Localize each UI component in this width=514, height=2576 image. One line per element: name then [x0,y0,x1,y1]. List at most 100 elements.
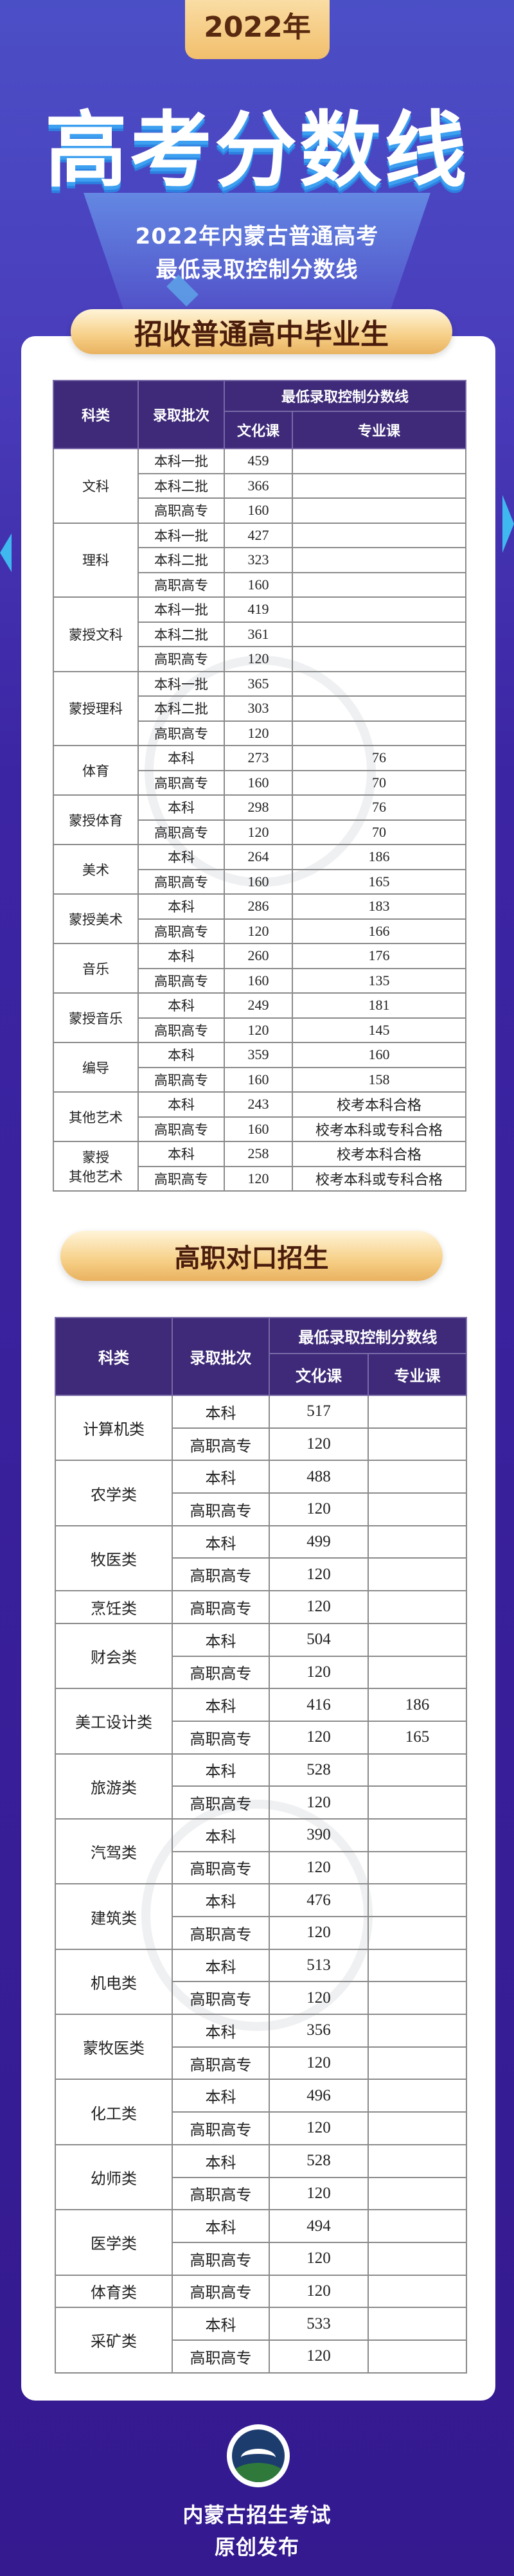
header-major: 专业课 [291,411,467,449]
culture-score-cell: 120 [269,1492,369,1526]
batch-cell: 高职高专 [137,571,225,598]
major-score-cell [368,2307,467,2341]
table-row: 旅游类 本科 528 [55,1753,467,1820]
batch-cell: 本科 [172,1753,270,1787]
major-score-cell: 校考本科合格 [291,1091,467,1118]
table-row: 高职高专 120 [55,2111,467,2145]
header-batch: 录取批次 [172,1317,270,1396]
culture-score-cell: 286 [224,893,293,920]
batch-cell: 高职高专 [172,2046,270,2080]
category-cell: 汽驾类 [55,1818,173,1885]
category-cell: 蒙授 其他艺术 [53,1141,139,1192]
culture-score-cell: 120 [269,2274,369,2309]
category-cell: 蒙牧医类 [55,2014,173,2080]
major-score-cell [368,2143,467,2178]
major-score-cell [368,1492,467,1526]
table-row: 高职高专 160 70 [53,769,467,796]
major-score-cell [291,522,467,548]
category-cell: 编导 [53,1042,139,1093]
category-cell: 蒙授美术 [53,893,139,944]
batch-cell: 高职高专 [137,967,225,994]
table-row: 高职高专 120 70 [53,819,467,845]
category-cell: 文科 [53,448,139,524]
table-row: 理科 本科一批 427 [53,522,467,598]
table-row: 美术 本科 264 186 [53,844,467,895]
batch-cell: 本科 [137,1141,225,1167]
batch-cell: 本科 [172,2307,270,2341]
batch-cell: 本科 [137,844,225,870]
header-score-group: 最低录取控制分数线 [269,1317,467,1354]
batch-cell: 本科 [172,2079,270,2113]
table-row: 高职高专 120 [55,2046,467,2080]
section-banner-general: 招收普通高中毕业生 [71,309,452,354]
batch-cell: 本科 [172,1460,270,1494]
major-score-cell: 校考本科或专科合格 [291,1165,467,1192]
category-cell: 美工设计类 [55,1688,173,1755]
major-score-cell: 181 [291,992,467,1019]
batch-cell: 本科 [137,893,225,920]
batch-cell: 本科 [172,1948,270,1983]
table-row: 高职高专 160 [53,571,467,598]
batch-cell: 本科 [172,2143,270,2178]
batch-cell: 高职高专 [172,1655,270,1690]
culture-score-cell: 499 [269,1525,369,1559]
table-row: 高职高专 120 [55,1785,467,1820]
culture-score-cell: 249 [224,992,293,1019]
culture-score-cell: 120 [269,2046,369,2080]
table-row: 高职高专 120 校考本科或专科合格 [53,1165,467,1192]
table-row: 机电类 本科 513 [55,1948,467,2016]
culture-score-cell: 488 [269,1460,369,1494]
table-row: 高职高专 120 [53,646,467,672]
culture-score-cell: 243 [224,1091,293,1118]
batch-cell: 高职高专 [137,1116,225,1142]
major-score-cell [368,2339,467,2374]
culture-score-cell: 459 [224,448,293,474]
major-score-cell [368,1655,467,1690]
table-row: 高职高专 120 [55,2241,467,2276]
culture-score-cell: 120 [269,2241,369,2276]
major-score-cell [291,670,467,697]
major-score-cell [291,571,467,598]
culture-score-cell: 390 [269,1818,369,1852]
category-cell: 财会类 [55,1622,173,1690]
major-score-cell: 186 [291,844,467,870]
major-score-cell: 165 [368,1720,467,1755]
batch-cell: 高职高专 [172,1981,270,2016]
table-row: 农学类 本科 488 [55,1460,467,1526]
table-row: 编导 本科 359 160 [53,1042,467,1093]
culture-score-cell: 120 [269,2111,369,2145]
major-score-cell [291,646,467,672]
page-title: 高考分数线 [44,103,469,199]
category-cell: 烹饪类 [55,1590,173,1624]
batch-cell: 本科 [172,1818,270,1852]
culture-score-cell: 416 [269,1688,369,1722]
batch-cell: 高职高专 [137,868,225,895]
major-score-cell [291,448,467,474]
culture-score-cell: 365 [224,670,293,697]
culture-score-cell: 366 [224,472,293,499]
header-major: 专业课 [368,1353,467,1396]
batch-cell: 高职高专 [137,769,225,796]
major-score-cell: 70 [291,819,467,845]
table-row: 建筑类 本科 476 [55,1883,467,1950]
batch-cell: 高职高专 [137,497,225,524]
major-score-cell [368,2176,467,2211]
major-score-cell: 校考本科或专科合格 [291,1116,467,1142]
major-score-cell [368,1427,467,1462]
culture-score-cell: 120 [269,2339,369,2374]
culture-score-cell: 476 [269,1883,369,1917]
batch-cell: 本科二批 [137,621,225,647]
category-cell: 牧医类 [55,1525,173,1592]
batch-cell: 本科二批 [137,695,225,722]
batch-cell: 本科一批 [137,596,225,623]
table-row: 计算机类 本科 517 [55,1394,467,1462]
category-cell: 机电类 [55,1948,173,2016]
culture-score-cell: 120 [269,1427,369,1462]
major-score-cell: 76 [291,745,467,771]
header-category: 科类 [55,1317,173,1396]
table-row: 蒙牧医类 本科 356 [55,2014,467,2080]
major-score-cell [368,2079,467,2113]
culture-score-cell: 160 [224,1066,293,1093]
culture-score-cell: 513 [269,1948,369,1983]
category-cell: 农学类 [55,1460,173,1526]
